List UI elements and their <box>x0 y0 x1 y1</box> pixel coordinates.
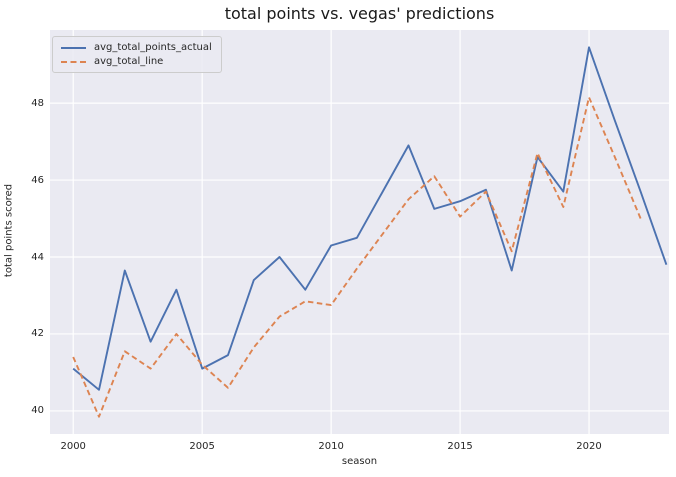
legend-label: avg_total_points_actual <box>94 42 212 53</box>
x-tick-label: 2005 <box>189 441 215 452</box>
series-line-avg_total_line <box>72 96 642 418</box>
legend-entry: avg_total_points_actual <box>60 42 212 53</box>
legend: avg_total_points_actual avg_total_line <box>52 36 222 73</box>
y-tick-label: 46 <box>31 174 44 186</box>
series-line-avg_total_points_actual <box>72 46 668 391</box>
y-tick-label: 40 <box>31 405 44 417</box>
x-tick-label: 2020 <box>576 441 602 452</box>
legend-solid-line-icon <box>61 46 86 49</box>
legend-label: avg_total_line <box>94 56 164 67</box>
chart-title: total points vs. vegas' predictions <box>224 4 495 23</box>
legend-dashed-line-icon <box>61 60 86 63</box>
x-tick-label: 2010 <box>318 441 344 452</box>
y-tick-label: 48 <box>31 97 44 109</box>
legend-entry: avg_total_line <box>60 56 212 67</box>
y-tick-label: 44 <box>31 251 44 263</box>
x-axis-label: season <box>341 456 378 467</box>
x-tick-label: 2015 <box>447 441 473 452</box>
y-tick-label: 42 <box>31 328 44 340</box>
x-tick-label: 2000 <box>60 441 86 452</box>
